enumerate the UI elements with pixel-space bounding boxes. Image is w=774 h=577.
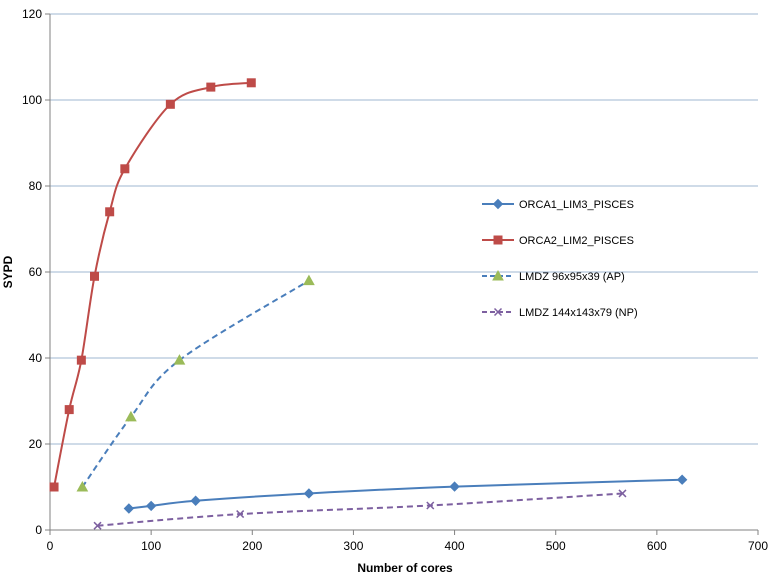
legend-label: LMDZ 96x95x39 (AP) bbox=[519, 271, 625, 283]
legend-item-4: LMDZ 144x143x79 (NP) bbox=[482, 307, 638, 319]
legend-label: ORCA2_LIM2_PISCES bbox=[519, 235, 634, 247]
y-tick-label: 20 bbox=[29, 437, 43, 451]
data-point bbox=[64, 405, 74, 415]
series-2 bbox=[49, 78, 256, 492]
legend-item-2: ORCA2_LIM2_PISCES bbox=[482, 235, 634, 247]
data-point bbox=[676, 474, 688, 485]
data-point bbox=[449, 481, 460, 492]
data-point bbox=[123, 503, 135, 514]
data-point bbox=[76, 480, 89, 492]
series-line bbox=[81, 279, 310, 488]
marker-stroke bbox=[93, 521, 102, 530]
legend-item-1: ORCA1_LIM3_PISCES bbox=[482, 198, 634, 211]
x-tick-label: 500 bbox=[546, 539, 566, 553]
series-1 bbox=[123, 474, 688, 514]
series-3 bbox=[76, 274, 315, 492]
legend-marker bbox=[493, 307, 503, 317]
y-tick-label: 120 bbox=[22, 7, 42, 21]
data-point bbox=[105, 207, 115, 217]
x-tick-label: 100 bbox=[141, 539, 161, 553]
data-point bbox=[426, 501, 435, 510]
data-point bbox=[173, 354, 186, 365]
y-tick-label: 60 bbox=[29, 265, 43, 279]
legend-label: ORCA1_LIM3_PISCES bbox=[519, 199, 634, 211]
x-tick-label: 600 bbox=[647, 539, 667, 553]
y-tick-labels: 0 20 40 60 80 100 120 bbox=[22, 7, 42, 537]
legend-item-3: LMDZ 96x95x39 (AP) bbox=[482, 269, 625, 283]
x-tick-label: 300 bbox=[343, 539, 363, 553]
data-point bbox=[93, 521, 102, 530]
data-point bbox=[125, 410, 137, 422]
legend-marker bbox=[492, 198, 504, 210]
data-point bbox=[236, 510, 245, 519]
data-point bbox=[120, 164, 130, 174]
marker-stroke bbox=[618, 489, 627, 498]
data-point bbox=[165, 99, 175, 109]
y-tick-label: 100 bbox=[22, 93, 42, 107]
axes bbox=[45, 13, 759, 535]
data-point bbox=[76, 355, 86, 365]
x-tick-labels: 0 100 200 300 400 500 600 700 bbox=[47, 539, 769, 553]
series-group bbox=[49, 78, 688, 530]
data-point bbox=[90, 271, 100, 281]
x-axis-title: Number of cores bbox=[357, 561, 453, 575]
data-point bbox=[145, 500, 157, 512]
y-tick-label: 0 bbox=[35, 523, 42, 537]
legend: ORCA1_LIM3_PISCES ORCA2_LIM2_PISCES LMDZ 9… bbox=[482, 198, 638, 319]
data-point bbox=[206, 82, 216, 92]
data-point bbox=[303, 274, 315, 286]
y-tick-label: 80 bbox=[29, 179, 43, 193]
marker-stroke bbox=[236, 510, 245, 519]
marker-stroke bbox=[493, 307, 503, 317]
data-point bbox=[49, 482, 59, 492]
y-axis-title: SYPD bbox=[1, 255, 15, 288]
data-point bbox=[618, 489, 627, 498]
data-point bbox=[190, 495, 201, 506]
x-tick-label: 0 bbox=[47, 539, 54, 553]
legend-marker bbox=[493, 235, 503, 245]
x-tick-label: 200 bbox=[242, 539, 262, 553]
x-tick-label: 700 bbox=[748, 539, 768, 553]
y-tick-label: 40 bbox=[29, 351, 43, 365]
x-tick-label: 400 bbox=[445, 539, 465, 553]
data-point bbox=[246, 78, 256, 88]
legend-label: LMDZ 144x143x79 (NP) bbox=[519, 307, 638, 319]
marker-stroke bbox=[426, 501, 435, 510]
legend-marker bbox=[492, 269, 504, 281]
data-point bbox=[303, 488, 315, 499]
series-4 bbox=[93, 489, 627, 530]
